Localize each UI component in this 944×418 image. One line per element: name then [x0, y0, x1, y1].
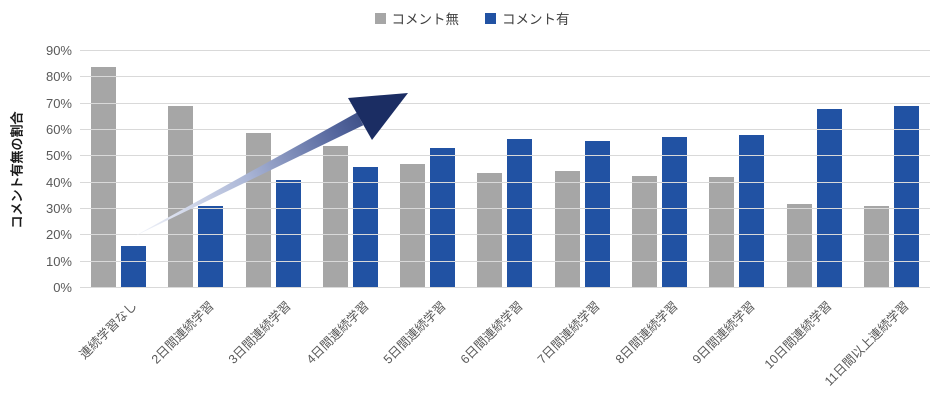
gridline	[80, 260, 930, 262]
x-axis-label: 3日間連続学習	[226, 298, 294, 367]
bar-comment-none	[322, 145, 348, 288]
bar-comment-yes	[816, 108, 842, 288]
y-axis-tick-label: 90%	[45, 43, 72, 58]
x-axis-label: 5日間連続学習	[380, 298, 449, 367]
bar-group	[235, 51, 312, 288]
bars	[80, 51, 930, 288]
bar-comment-none	[631, 176, 657, 288]
y-axis-tick-label: 30%	[45, 201, 72, 216]
bar-comment-yes	[507, 139, 533, 288]
bar-comment-yes	[198, 206, 224, 288]
bar-comment-yes	[739, 135, 765, 288]
gridline	[80, 50, 930, 51]
gridline	[80, 155, 930, 157]
legend-label: コメント無	[391, 12, 460, 27]
bar-group	[389, 51, 466, 288]
gridline	[80, 102, 930, 104]
gridline	[80, 181, 930, 183]
x-axis-label: 2日間連続学習	[148, 298, 217, 367]
bar-comment-yes	[584, 140, 610, 288]
y-axis-tick-label: 0%	[53, 280, 72, 295]
legend-label: コメント有	[502, 12, 570, 27]
gridline	[80, 208, 930, 209]
legend-swatch	[485, 12, 496, 24]
gridline	[80, 129, 930, 130]
gridline	[80, 76, 930, 78]
bar-comment-yes	[352, 166, 378, 288]
x-axis-label: 9日間連続学習	[689, 298, 758, 367]
bar-comment-none	[709, 177, 735, 288]
x-axis-label: 6日間連続学習	[457, 298, 526, 367]
y-axis-tick-label: 20%	[45, 227, 72, 243]
legend-item-comment-none: コメント無	[374, 8, 460, 28]
bar-group	[775, 51, 852, 288]
x-axis-label: 7日間連続学習	[535, 298, 604, 367]
y-axis-tick-label: 10%	[45, 253, 72, 269]
y-axis-tick-label: 40%	[45, 174, 72, 190]
bar-comment-yes	[430, 148, 456, 288]
bar-group	[698, 51, 775, 288]
bar-group	[466, 51, 543, 288]
plot-area	[80, 50, 930, 288]
bar-group	[312, 51, 389, 288]
gridline	[80, 234, 930, 236]
y-axis-tick-label: 80%	[45, 69, 72, 85]
bar-comment-yes	[893, 106, 919, 288]
gridline	[80, 287, 930, 288]
bar-comment-yes	[121, 245, 147, 288]
bar-group	[544, 51, 621, 288]
x-axis-label: 4日間連続学習	[303, 298, 372, 367]
bar-group	[621, 51, 698, 288]
x-axis-label: 連続学習なし	[76, 298, 140, 362]
bar-group	[80, 51, 157, 288]
bar-comment-none	[477, 173, 503, 288]
bar-group	[853, 51, 930, 288]
x-axis-label: 8日間連続学習	[612, 298, 681, 367]
bar-comment-none	[554, 170, 580, 288]
legend: コメント無 コメント有	[0, 8, 944, 28]
x-axis-label: 10日間連続学習	[762, 298, 835, 372]
bar-comment-none	[786, 203, 812, 288]
y-axis-tick-label: 50%	[45, 148, 72, 164]
bar-comment-none	[400, 164, 426, 288]
legend-item-comment-yes: コメント有	[485, 8, 570, 28]
bar-comment-none	[863, 206, 889, 288]
bar-comment-yes	[661, 136, 687, 288]
y-axis-tick-label: 70%	[45, 95, 72, 111]
bar-comment-none	[91, 66, 117, 288]
y-axis-tick-label: 60%	[45, 122, 72, 137]
bar-group	[157, 51, 234, 288]
legend-swatch	[374, 12, 386, 24]
